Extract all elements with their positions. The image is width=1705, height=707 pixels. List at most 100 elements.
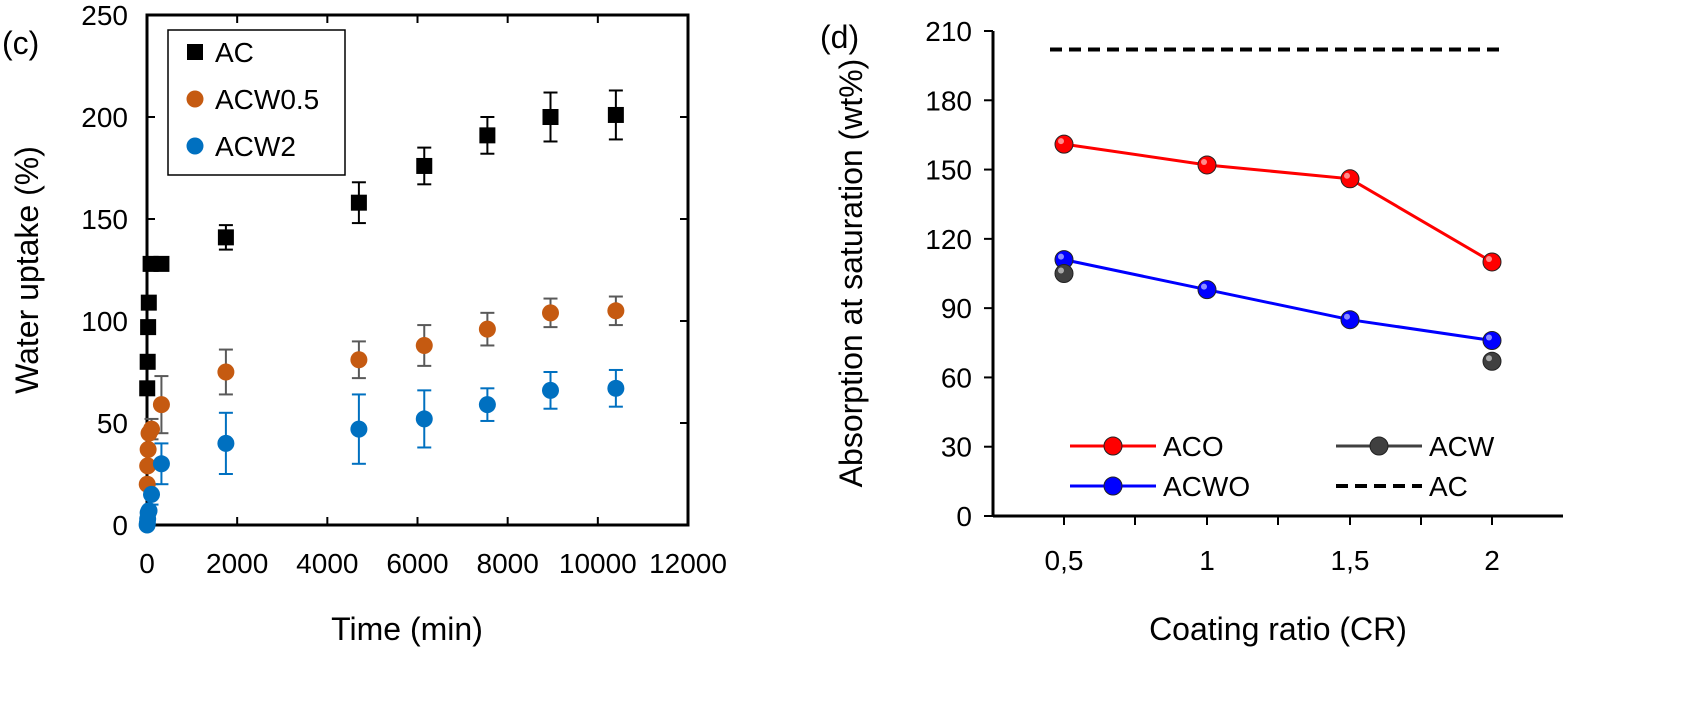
panel-c-data-points: [138, 106, 625, 534]
data-point-aco: [1197, 155, 1217, 175]
y-tick-label: 150: [81, 204, 128, 235]
x-tick-label: 12000: [649, 548, 727, 579]
x-tick-label: 6000: [386, 548, 448, 579]
data-point-ac: [416, 157, 433, 174]
y-tick-label: 30: [941, 432, 972, 463]
panel-d-absorption-chart: (d) 0 30 60 90 120 150 180 210 0,5 1 1,5 2 Coating…: [820, 16, 1563, 647]
series-line-acwo: [1063, 258, 1493, 342]
data-point-acw2: [350, 420, 368, 438]
x-tick-label: 10000: [559, 548, 637, 579]
legend-label-acw05: ACW0.5: [215, 84, 319, 115]
y-tick-label: 90: [941, 293, 972, 324]
legend-label-aco: ACO: [1163, 431, 1224, 462]
y-tick-label: 50: [97, 408, 128, 439]
x-tick-label: 8000: [477, 548, 539, 579]
data-point-highlight-acw: [1058, 267, 1064, 274]
data-point-ac: [542, 109, 559, 125]
data-point-acw2: [478, 396, 496, 414]
data-point-ac: [140, 319, 157, 336]
legend-marker-acw: [1369, 436, 1389, 456]
y-tick-label: 100: [81, 306, 128, 337]
data-point-acw2: [143, 485, 161, 503]
data-point-highlight-aco: [1201, 158, 1207, 165]
y-tick-label: 200: [81, 102, 128, 133]
data-point-aco: [1482, 252, 1502, 272]
data-point-highlight-acwo: [1344, 313, 1350, 320]
data-point-acw05: [350, 351, 368, 369]
data-point-ac: [479, 127, 496, 144]
data-point-acw05: [541, 304, 559, 322]
panel-c-y-axis: 0 50 100 150 200 250: [81, 0, 688, 541]
panel-c-water-uptake-chart: (c) 0 50 100 150 200 250 0 2000 4000 6000 8000 100…: [2, 0, 727, 647]
data-point-acw2: [217, 434, 235, 452]
panel-d-label: (d): [820, 19, 859, 55]
data-point-acw2: [607, 379, 625, 397]
panel-c-x-axis: 0 2000 4000 6000 8000 10000 12000: [139, 15, 727, 579]
x-tick-label: 0: [139, 548, 155, 579]
x-tick-label: 1,5: [1331, 545, 1370, 576]
data-point-acw2: [152, 455, 170, 473]
data-point-acw05: [478, 320, 496, 338]
data-point-acw05: [217, 363, 235, 381]
data-point-ac: [139, 380, 156, 397]
panel-d-y-axis-label: Absorption at saturation (wt%): [833, 59, 869, 488]
legend-label-acwo: ACWO: [1163, 471, 1250, 502]
legend-label-acw: ACW: [1429, 431, 1495, 462]
x-tick-label: 2: [1484, 545, 1500, 576]
y-tick-label: 120: [925, 224, 972, 255]
x-tick-label: 2000: [206, 548, 268, 579]
legend-marker-aco: [1103, 436, 1123, 456]
legend-label-ac: AC: [1429, 471, 1468, 502]
data-point-acw05: [607, 302, 625, 320]
data-point-ac: [140, 294, 157, 311]
data-point-acw: [1482, 351, 1502, 371]
y-tick-label: 0: [112, 510, 128, 541]
data-point-highlight-acwo: [1486, 334, 1492, 341]
legend-marker-acw2: [186, 137, 204, 155]
data-point-highlight-acwo: [1201, 283, 1207, 290]
data-point-acw05: [143, 420, 161, 438]
y-tick-label: 60: [941, 362, 972, 393]
y-tick-label: 150: [925, 155, 972, 186]
x-tick-label: 0,5: [1045, 545, 1084, 576]
x-tick-label: 1: [1199, 545, 1215, 576]
legend-marker-acw05: [186, 90, 204, 108]
panel-c-x-axis-label: Time (min): [331, 611, 483, 647]
panel-c-legend: AC ACW0.5 ACW2: [167, 29, 346, 176]
data-point-aco: [1340, 169, 1360, 189]
y-tick-label: 0: [956, 501, 972, 532]
y-tick-label: 250: [81, 0, 128, 31]
panel-c-y-axis-label: Water uptake (%): [9, 146, 45, 394]
data-point-highlight-aco: [1344, 172, 1350, 179]
panel-d-y-axis: 0 30 60 90 120 150 180 210: [925, 16, 993, 532]
data-point-acwo: [1197, 280, 1217, 300]
legend-label-ac: AC: [215, 37, 254, 68]
panel-d-series: [1050, 47, 1506, 371]
legend-marker-acwo: [1103, 476, 1123, 496]
data-point-acw05: [152, 396, 170, 414]
data-point-highlight-acwo: [1058, 253, 1064, 260]
data-point-ac: [607, 106, 624, 123]
panel-d-legend: ACO ACWO ACW AC: [1070, 431, 1495, 502]
data-point-ac: [153, 255, 170, 272]
data-point-aco: [1054, 134, 1074, 154]
data-point-acwo: [1482, 330, 1502, 350]
legend-label-acw2: ACW2: [215, 131, 296, 162]
data-point-acwo: [1340, 310, 1360, 330]
data-point-ac: [139, 353, 156, 370]
legend-marker-ac: [187, 44, 203, 60]
data-point-acw05: [139, 457, 157, 475]
data-point-acw05: [415, 336, 433, 354]
data-point-acw2: [541, 381, 559, 399]
data-point-ac: [217, 229, 234, 246]
data-point-acw05: [139, 441, 157, 459]
data-point-acw2: [415, 410, 433, 428]
data-point-highlight-acw: [1486, 355, 1492, 362]
panel-d-x-axis-label: Coating ratio (CR): [1149, 611, 1407, 647]
y-tick-label: 210: [925, 16, 972, 47]
x-tick-label: 4000: [296, 548, 358, 579]
panel-c-label: (c): [2, 25, 39, 61]
data-point-acw: [1054, 264, 1074, 283]
data-point-ac: [350, 194, 367, 211]
data-point-highlight-aco: [1486, 255, 1492, 262]
